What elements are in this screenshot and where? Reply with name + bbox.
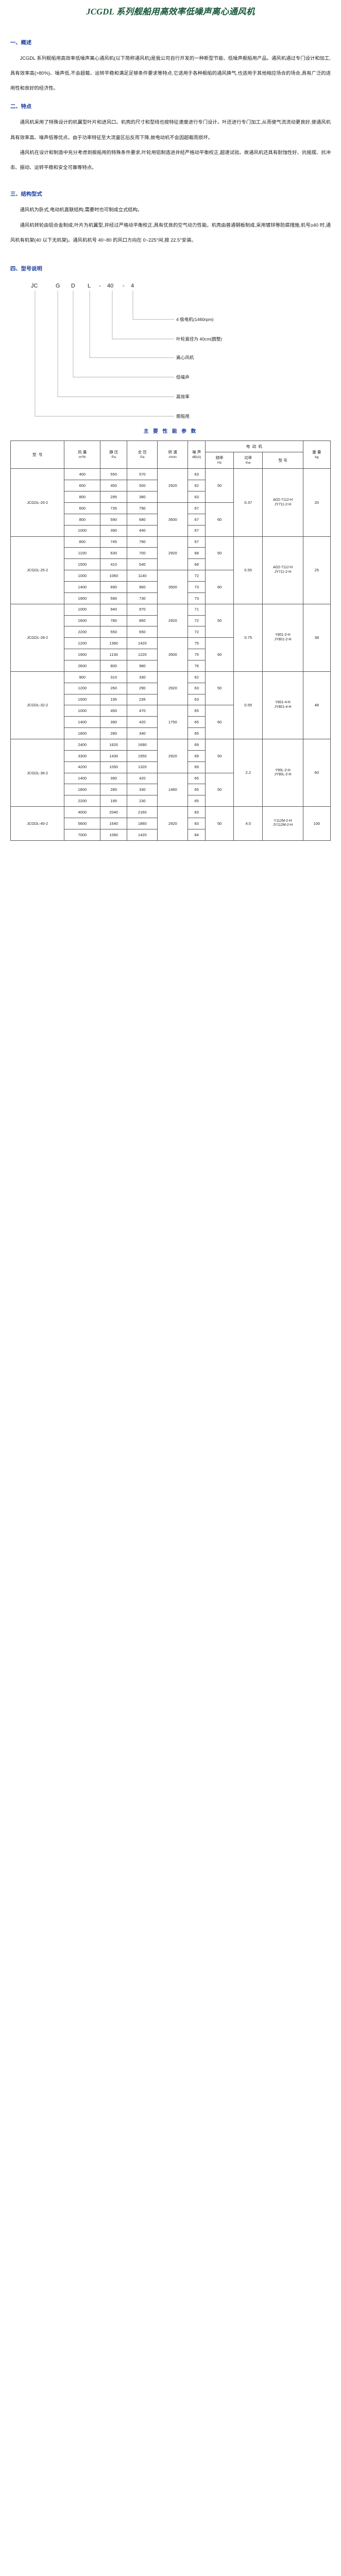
svg-text:-: - [123, 283, 125, 289]
svg-text:低噪声: 低噪声 [176, 374, 190, 380]
svg-text:D: D [71, 283, 75, 289]
svg-text:L: L [88, 283, 91, 289]
svg-text:40: 40 [107, 283, 113, 289]
svg-text:叶轮直径为 40cm(圆整): 叶轮直径为 40cm(圆整) [176, 336, 222, 342]
svg-text:舰船用: 舰船用 [176, 413, 190, 419]
svg-text:G: G [56, 283, 60, 289]
svg-text:JC: JC [31, 283, 38, 289]
svg-text:-: - [99, 283, 101, 289]
svg-text:4 极电机(1460rpm): 4 极电机(1460rpm) [176, 316, 214, 322]
svg-text:离心风机: 离心风机 [176, 354, 194, 360]
svg-text:高效率: 高效率 [176, 394, 190, 399]
svg-text:4: 4 [131, 283, 134, 289]
